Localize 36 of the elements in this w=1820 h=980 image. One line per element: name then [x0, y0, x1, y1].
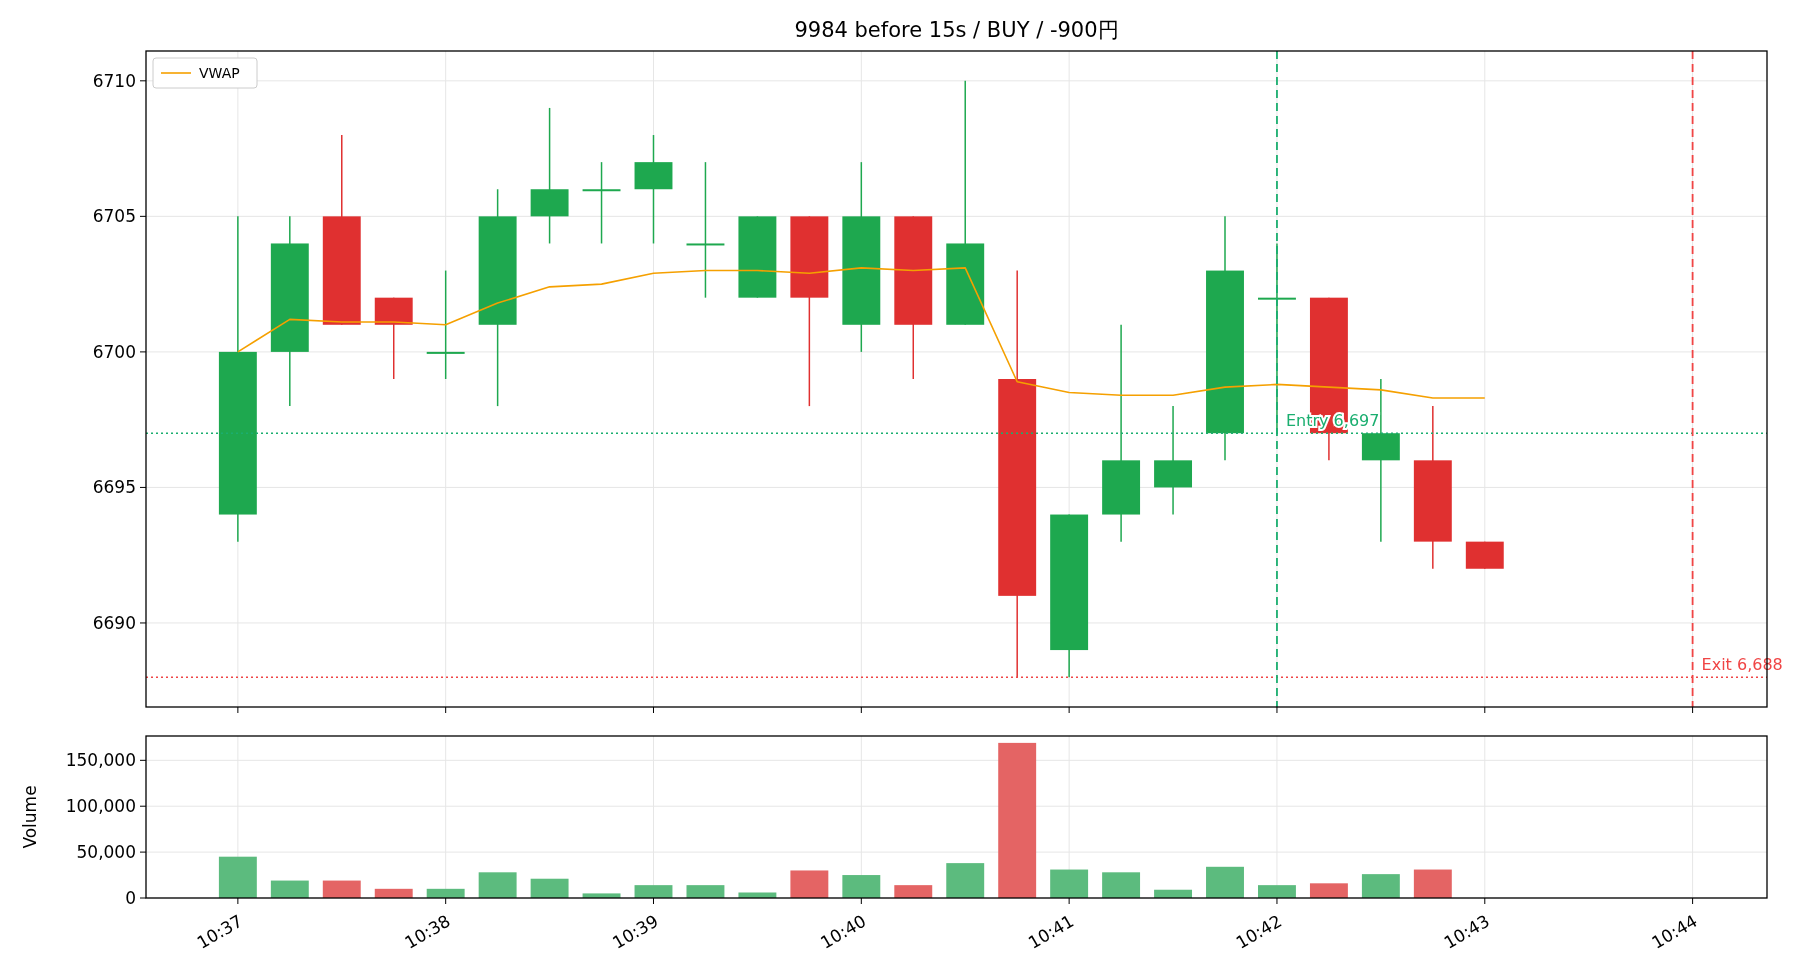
- bar: [1413, 869, 1452, 898]
- bar: [1050, 869, 1089, 898]
- bar: [842, 875, 881, 898]
- y-tick-label: 0: [125, 888, 136, 908]
- candlestick: [686, 161, 725, 299]
- bar: [322, 880, 361, 898]
- bar: [218, 856, 257, 898]
- y-tick-label: 6700: [92, 341, 136, 362]
- candlestick: [582, 161, 621, 245]
- bar: [894, 885, 933, 898]
- chart-title: 9984 before 15s / BUY / -900円: [794, 18, 1119, 42]
- bar: [946, 863, 985, 898]
- bar: [270, 880, 309, 898]
- y-axis-title: Volume: [20, 785, 40, 849]
- bar: [790, 870, 829, 898]
- y-tick-label: 6690: [92, 612, 136, 633]
- bar: [1206, 866, 1244, 898]
- bar: [1258, 885, 1296, 898]
- y-tick-label: 6695: [92, 477, 136, 498]
- bar: [530, 878, 569, 898]
- candlestick: [426, 269, 465, 380]
- bar: [634, 885, 673, 898]
- line-series: [237, 267, 1486, 399]
- y-tick-label: 6710: [92, 70, 136, 91]
- bar: [478, 872, 517, 898]
- bar: [998, 742, 1037, 898]
- legend-label: VWAP: [199, 65, 240, 81]
- bar: [1102, 872, 1141, 898]
- bar: [1361, 874, 1400, 898]
- bar: [738, 892, 777, 898]
- y-tick-label: 150,000: [65, 750, 136, 771]
- y-tick-label: 100,000: [65, 796, 136, 817]
- bar: [1309, 883, 1348, 898]
- bar: [686, 885, 725, 898]
- y-tick-label: 50,000: [76, 842, 136, 863]
- y-tick-label: 6705: [92, 206, 136, 227]
